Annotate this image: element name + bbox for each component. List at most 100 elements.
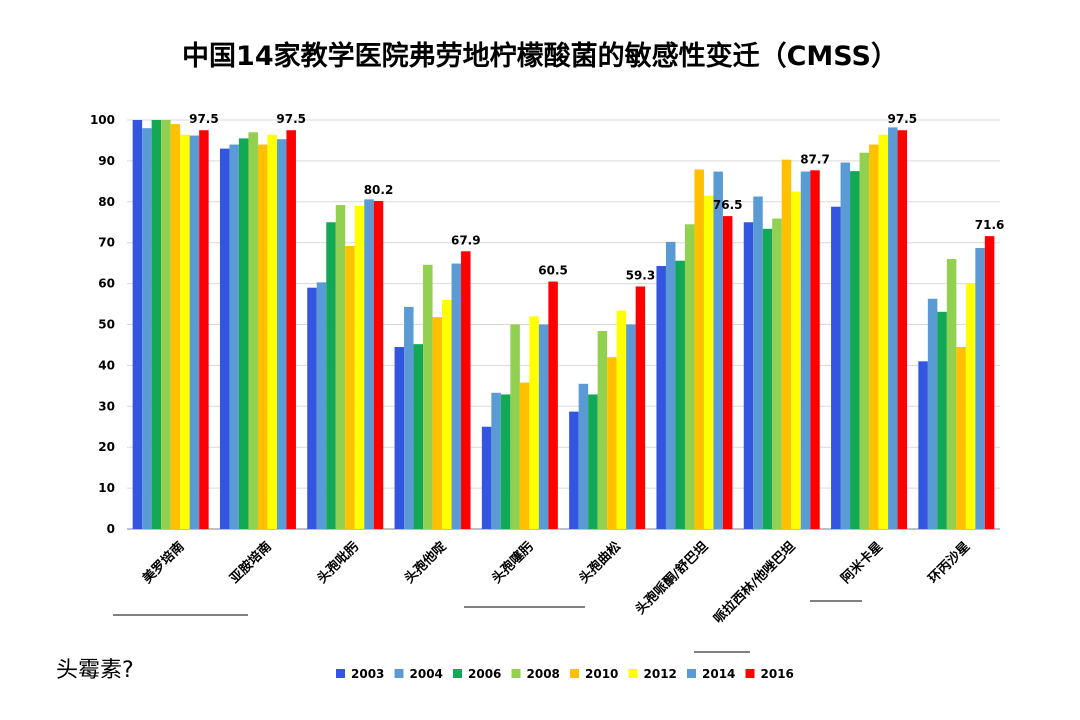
bar xyxy=(238,138,249,529)
bar xyxy=(831,206,841,529)
bar xyxy=(810,170,820,529)
bar xyxy=(267,134,277,529)
bar xyxy=(394,346,405,529)
y-tick-label: 80 xyxy=(98,195,115,209)
legend-swatch xyxy=(453,669,462,678)
bar xyxy=(335,205,346,529)
legend-label: 2008 xyxy=(527,667,560,681)
bar xyxy=(248,132,258,529)
bar xyxy=(461,251,471,529)
bar xyxy=(257,144,268,530)
bar xyxy=(946,259,957,529)
bar xyxy=(519,382,530,529)
bar xyxy=(840,162,851,529)
legend-label: 2010 xyxy=(585,667,618,681)
legend-swatch xyxy=(336,669,345,678)
bar xyxy=(219,148,230,529)
chart-title: 中国14家教学医院弗劳地柠檬酸菌的敏感性变迁（CMSS） xyxy=(182,41,898,72)
bar xyxy=(326,222,336,529)
legend-label: 2003 xyxy=(351,667,384,681)
x-category-label: 头孢吡肟 xyxy=(314,539,362,587)
bar xyxy=(937,311,947,529)
bar xyxy=(965,283,976,529)
y-tick-label: 90 xyxy=(98,154,115,168)
legend-swatch xyxy=(570,669,579,678)
bar xyxy=(170,124,181,529)
data-label: 97.5 xyxy=(887,112,917,126)
bar xyxy=(859,152,870,529)
bar xyxy=(510,324,520,529)
bar xyxy=(722,216,733,530)
bar xyxy=(364,199,374,529)
bar xyxy=(897,130,908,529)
bar xyxy=(762,228,773,529)
legend-label: 2014 xyxy=(702,667,735,681)
legend-label: 2016 xyxy=(761,667,794,681)
bar xyxy=(529,316,539,529)
y-tick-label: 60 xyxy=(98,277,115,291)
bar xyxy=(481,426,492,529)
data-label: 71.6 xyxy=(975,218,1005,232)
bar xyxy=(694,169,704,529)
x-category-label: 环丙沙星 xyxy=(926,539,973,586)
legend-label: 2006 xyxy=(468,667,501,681)
bar xyxy=(354,205,365,529)
bar xyxy=(878,134,889,529)
bar xyxy=(432,317,443,529)
bar xyxy=(635,286,646,529)
bar xyxy=(132,120,143,529)
data-label: 80.2 xyxy=(364,183,394,197)
data-label: 59.3 xyxy=(626,268,656,282)
bar xyxy=(307,287,317,529)
bar xyxy=(413,344,424,529)
footnote: 头霉素? xyxy=(56,658,134,683)
bar xyxy=(142,128,152,529)
bar xyxy=(850,171,860,529)
data-label: 87.7 xyxy=(800,152,830,166)
legend-swatch xyxy=(745,669,755,678)
bar xyxy=(703,195,714,530)
bar xyxy=(548,281,558,529)
legend-swatch xyxy=(687,669,696,678)
bar xyxy=(675,260,685,529)
bar xyxy=(772,218,782,529)
bar xyxy=(345,245,355,530)
bar xyxy=(151,120,162,529)
y-tick-label: 10 xyxy=(98,481,115,495)
y-tick-label: 100 xyxy=(90,113,115,127)
bar xyxy=(286,130,296,529)
bar xyxy=(888,127,898,529)
bar xyxy=(199,130,209,529)
bar xyxy=(276,139,287,529)
x-category-label: 头孢他啶 xyxy=(401,539,449,587)
bar xyxy=(189,135,200,530)
y-tick-label: 70 xyxy=(98,236,115,250)
bar xyxy=(984,236,995,529)
bar xyxy=(626,324,636,529)
y-tick-label: 20 xyxy=(98,440,115,454)
y-tick-label: 0 xyxy=(107,522,115,536)
legend-label: 2012 xyxy=(644,667,677,681)
data-label: 60.5 xyxy=(538,264,568,278)
bar xyxy=(538,324,549,529)
bar xyxy=(578,383,589,529)
x-category-label: 亚胺培南 xyxy=(227,539,275,587)
bar xyxy=(869,144,879,530)
bar xyxy=(781,159,792,529)
bar xyxy=(500,394,511,529)
bar xyxy=(423,264,433,529)
legend-swatch xyxy=(394,669,404,678)
bar xyxy=(918,361,928,529)
legend-swatch xyxy=(511,669,521,678)
x-category-label: 哌拉西林/他唑巴坦 xyxy=(710,539,798,627)
bar xyxy=(588,394,598,529)
bar xyxy=(665,241,676,529)
bar xyxy=(597,331,608,529)
bar xyxy=(743,222,754,529)
x-category-label: 美罗培南 xyxy=(139,539,187,587)
data-label: 76.5 xyxy=(713,198,743,212)
bar xyxy=(404,306,414,529)
y-tick-label: 30 xyxy=(98,399,115,413)
data-label: 97.5 xyxy=(276,112,306,126)
